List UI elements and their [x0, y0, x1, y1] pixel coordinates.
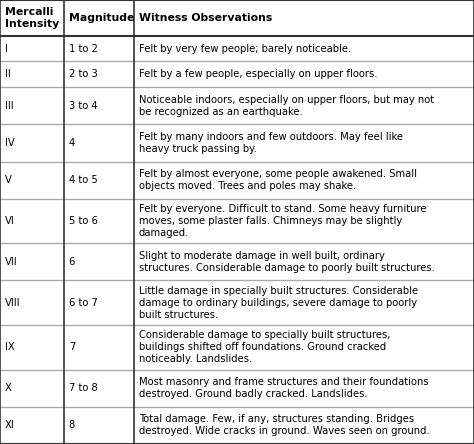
Text: II: II	[5, 69, 10, 79]
Bar	[134, 199, 474, 243]
Bar	[64, 199, 134, 243]
Text: Considerable damage to specially built structures,
buildings shifted off foundat: Considerable damage to specially built s…	[139, 330, 390, 365]
Text: IV: IV	[5, 138, 15, 148]
Bar	[64, 124, 134, 162]
Text: Felt by everyone. Difficult to stand. Some heavy furniture
moves, some plaster f: Felt by everyone. Difficult to stand. So…	[139, 204, 427, 238]
Bar	[134, 162, 474, 199]
Text: XI: XI	[5, 420, 15, 430]
Text: Felt by a few people, especially on upper floors.: Felt by a few people, especially on uppe…	[139, 69, 377, 79]
Text: IX: IX	[5, 342, 15, 353]
Bar	[64, 162, 134, 199]
Text: 7 to 8: 7 to 8	[69, 383, 98, 393]
Bar	[0, 0, 64, 36]
Bar	[0, 325, 64, 370]
Bar	[0, 407, 64, 444]
Text: Witness Observations: Witness Observations	[139, 13, 272, 23]
Bar	[134, 0, 474, 36]
Text: 8: 8	[69, 420, 75, 430]
Text: 2 to 3: 2 to 3	[69, 69, 98, 79]
Bar	[0, 281, 64, 325]
Text: Mercalli
Intensity: Mercalli Intensity	[5, 7, 59, 29]
Bar	[64, 325, 134, 370]
Bar	[0, 162, 64, 199]
Bar	[64, 370, 134, 407]
Text: 4: 4	[69, 138, 75, 148]
Text: I: I	[5, 44, 8, 54]
Text: Felt by almost everyone, some people awakened. Small
objects moved. Trees and po: Felt by almost everyone, some people awa…	[139, 169, 417, 191]
Bar	[134, 407, 474, 444]
Text: Noticeable indoors, especially on upper floors, but may not
be recognized as an : Noticeable indoors, especially on upper …	[139, 95, 434, 117]
Bar	[0, 243, 64, 281]
Bar	[64, 36, 134, 61]
Bar	[0, 87, 64, 124]
Text: Little damage in specially built structures. Considerable
damage to ordinary bui: Little damage in specially built structu…	[139, 286, 418, 320]
Text: Felt by very few people; barely noticeable.: Felt by very few people; barely noticeab…	[139, 44, 351, 54]
Bar	[0, 36, 64, 61]
Text: Slight to moderate damage in well built, ordinary
structures. Considerable damag: Slight to moderate damage in well built,…	[139, 251, 435, 273]
Bar	[64, 87, 134, 124]
Text: 5 to 6: 5 to 6	[69, 216, 98, 226]
Text: Magnitude: Magnitude	[69, 13, 134, 23]
Text: VII: VII	[5, 257, 18, 267]
Text: X: X	[5, 383, 12, 393]
Bar	[134, 36, 474, 61]
Bar	[64, 0, 134, 36]
Text: 3 to 4: 3 to 4	[69, 101, 97, 111]
Bar	[0, 61, 64, 87]
Bar	[64, 407, 134, 444]
Bar	[64, 281, 134, 325]
Bar	[134, 87, 474, 124]
Bar	[134, 243, 474, 281]
Text: VI: VI	[5, 216, 15, 226]
Text: Total damage. Few, if any, structures standing. Bridges
destroyed. Wide cracks i: Total damage. Few, if any, structures st…	[139, 414, 429, 436]
Text: Felt by many indoors and few outdoors. May feel like
heavy truck passing by.: Felt by many indoors and few outdoors. M…	[139, 132, 403, 154]
Text: 1 to 2: 1 to 2	[69, 44, 98, 54]
Bar	[134, 124, 474, 162]
Text: V: V	[5, 175, 12, 185]
Text: Most masonry and frame structures and their foundations
destroyed. Ground badly : Most masonry and frame structures and th…	[139, 377, 428, 399]
Bar	[134, 281, 474, 325]
Text: 6: 6	[69, 257, 75, 267]
Bar	[64, 243, 134, 281]
Bar	[0, 370, 64, 407]
Text: VIII: VIII	[5, 298, 20, 308]
Text: 6 to 7: 6 to 7	[69, 298, 98, 308]
Bar	[64, 61, 134, 87]
Bar	[134, 370, 474, 407]
Text: 4 to 5: 4 to 5	[69, 175, 98, 185]
Bar	[0, 124, 64, 162]
Bar	[134, 325, 474, 370]
Bar	[134, 61, 474, 87]
Text: 7: 7	[69, 342, 75, 353]
Bar	[0, 199, 64, 243]
Text: III: III	[5, 101, 13, 111]
